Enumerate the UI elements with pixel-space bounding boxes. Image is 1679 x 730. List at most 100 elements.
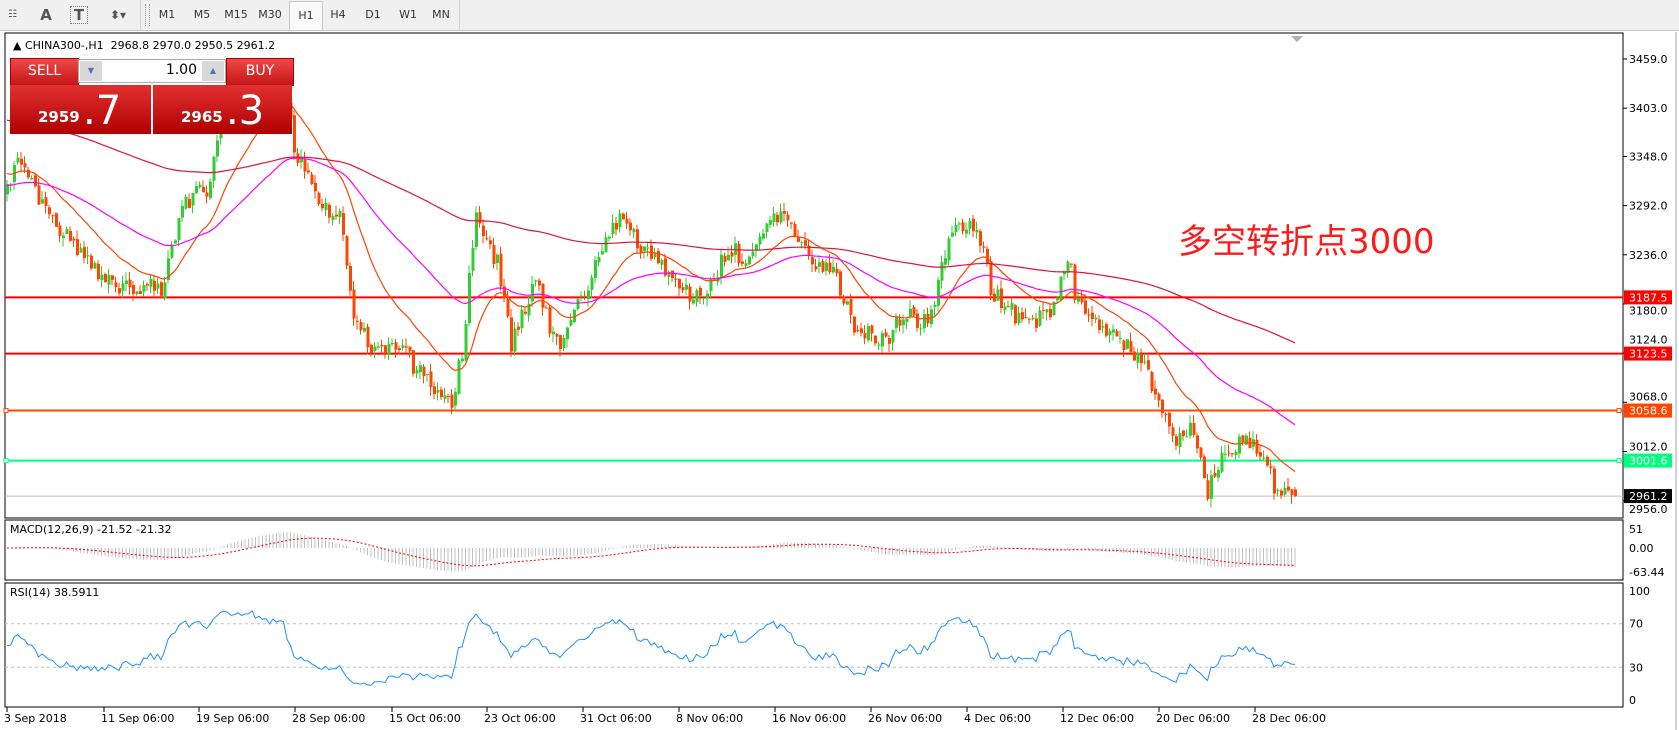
timeframe-m5[interactable]: M5 <box>193 8 211 21</box>
candle-body <box>688 286 692 302</box>
rsi-pane <box>4 582 1624 708</box>
increase-lot-icon[interactable]: ▲ <box>202 61 224 81</box>
timeframe-h4[interactable]: H4 <box>330 8 346 21</box>
candle-body <box>527 303 531 316</box>
arrows-icon[interactable]: ⬍▾ <box>109 8 127 22</box>
candle-body <box>737 243 741 264</box>
candle-body <box>391 342 394 344</box>
level-price-tag <box>1624 489 1672 504</box>
price-tick-label: 3459.0 <box>1629 53 1668 66</box>
date-tick-label: 26 Nov 06:00 <box>868 712 942 725</box>
candle-body <box>1024 316 1028 318</box>
candle-body <box>1154 388 1157 395</box>
candle-body <box>1283 487 1287 495</box>
candle-body <box>1098 319 1101 330</box>
text-a-icon[interactable]: A <box>40 6 52 24</box>
candle-body <box>503 286 506 299</box>
rsi-line <box>6 609 1296 686</box>
candle-body <box>69 230 72 241</box>
candle-body <box>723 255 727 262</box>
candle-body <box>783 211 786 214</box>
level-anchor-handle <box>1616 458 1622 464</box>
candle-body <box>149 278 153 288</box>
date-tick-label: 20 Dec 06:00 <box>1156 712 1230 725</box>
candle-body <box>447 396 450 398</box>
candle-body <box>170 244 174 258</box>
grid-f-icon[interactable]: ☷ <box>8 9 17 20</box>
candle-body <box>811 257 814 265</box>
candle-body <box>1175 436 1178 446</box>
candle-body <box>758 236 762 245</box>
candle-body <box>541 283 545 308</box>
candle-body <box>629 222 632 231</box>
candle-body <box>1042 309 1045 311</box>
candle-body <box>989 261 993 295</box>
price-tick-label: 3180.0 <box>1629 304 1668 317</box>
timeframe-w1[interactable]: W1 <box>399 8 417 21</box>
candle-body <box>1017 312 1021 324</box>
candle-body <box>433 386 436 395</box>
candle-body <box>380 344 384 347</box>
candle-body <box>972 218 975 232</box>
lot-size-stepper[interactable]: ▼ 1.00 ▲ <box>78 59 226 83</box>
buy-price-box[interactable]: 2965 .3 <box>153 85 292 134</box>
candle-body <box>741 261 744 264</box>
timeframe-m15[interactable]: M15 <box>224 8 248 21</box>
candle-body <box>163 282 167 299</box>
candle-body <box>1220 452 1224 472</box>
level-price-tag <box>1624 453 1672 468</box>
lot-size-input[interactable]: 1.00 <box>165 62 197 78</box>
candle-body <box>1087 314 1091 316</box>
candle-body <box>485 238 489 240</box>
buy-button[interactable]: BUY <box>226 58 294 86</box>
candle-body <box>1028 318 1031 320</box>
collapse-triangle-icon[interactable]: ▲ <box>13 39 25 52</box>
candle-body <box>1287 486 1290 491</box>
sell-price-box[interactable]: 2959 .7 <box>10 85 151 134</box>
candle-body <box>1119 337 1122 339</box>
candle-body <box>317 192 321 204</box>
candle-body <box>947 238 951 261</box>
candle-body <box>184 196 188 209</box>
date-tick-label: 19 Sep 06:00 <box>196 712 269 725</box>
candle-body <box>846 301 849 305</box>
timeframe-m1[interactable]: M1 <box>158 8 176 21</box>
candle-body <box>34 175 37 187</box>
candle-body <box>643 246 646 252</box>
sell-price-frac: .7 <box>83 88 122 134</box>
candle-body <box>996 289 1000 301</box>
timeframe-d1[interactable]: D1 <box>365 8 381 21</box>
candle-body <box>174 240 177 244</box>
chart-annotation[interactable]: 多空转折点3000 <box>1178 222 1435 262</box>
candle-body <box>818 262 821 267</box>
candle-body <box>975 229 979 233</box>
candle-body <box>1199 447 1203 458</box>
candle-body <box>1259 452 1262 457</box>
candle-body <box>160 282 163 296</box>
candle-body <box>405 346 408 348</box>
candle-body <box>660 259 664 265</box>
text-box-icon[interactable]: T <box>70 6 88 24</box>
candle-body <box>580 295 583 297</box>
date-tick-label: 11 Sep 06:00 <box>101 712 174 725</box>
buy-price-main: 2965 <box>181 108 223 126</box>
candle-body <box>324 202 328 211</box>
timeframe-h1[interactable]: H1 <box>289 1 323 31</box>
timeframe-mn[interactable]: MN <box>432 8 450 21</box>
candle-body <box>1185 436 1189 438</box>
toolbar-grip[interactable] <box>145 4 150 26</box>
candle-body <box>1196 435 1199 449</box>
candle-body <box>1168 412 1171 427</box>
decrease-lot-icon[interactable]: ▼ <box>80 61 102 81</box>
candle-body <box>429 371 433 388</box>
candle-body <box>772 213 776 222</box>
sell-button[interactable]: SELL <box>10 58 79 86</box>
candle-body <box>62 235 65 239</box>
candle-body <box>877 344 881 346</box>
candle-body <box>1126 339 1129 349</box>
candle-body <box>342 213 345 235</box>
candle-body <box>86 255 90 257</box>
timeframe-m30[interactable]: M30 <box>258 8 282 21</box>
candle-body <box>1140 354 1143 364</box>
